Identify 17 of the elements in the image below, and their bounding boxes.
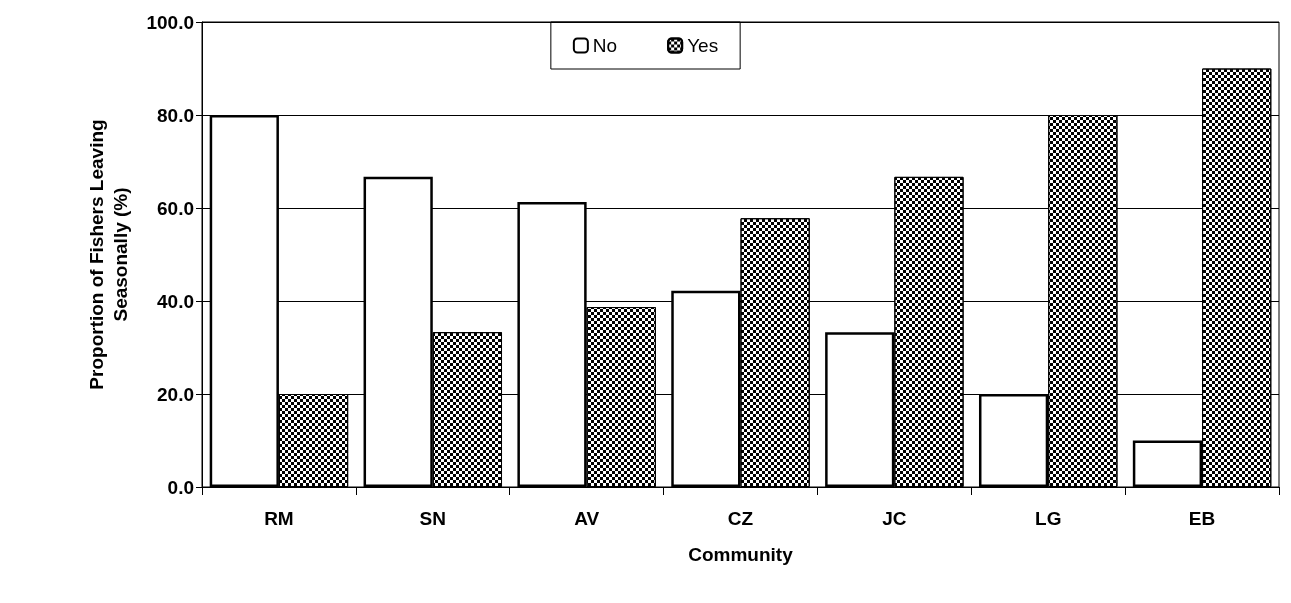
x-tick-label: RM (264, 508, 294, 529)
y-tick-label: 80.0 (157, 104, 194, 126)
x-tick-label: AV (574, 508, 600, 529)
x-tick-label: EB (1188, 508, 1216, 529)
y-tick-label: 60.0 (157, 197, 194, 219)
y-tick-label: 100.0 (146, 11, 194, 33)
legend-label: No (592, 35, 618, 56)
y-tick-label: 0.0 (167, 476, 194, 498)
y-axis-title: Proportion of Fishers Leaving Seasonally (%) (85, 119, 131, 390)
x-tick-label: SN (419, 508, 446, 529)
legend-label: Yes (687, 35, 719, 56)
y-tick-label: 20.0 (157, 383, 194, 405)
x-tick-label: JC (882, 508, 907, 529)
x-axis-title: Community (688, 544, 794, 565)
x-tick-label: CZ (727, 508, 754, 529)
y-tick-label: 40.0 (157, 290, 194, 312)
x-tick-label: LG (1035, 508, 1062, 529)
